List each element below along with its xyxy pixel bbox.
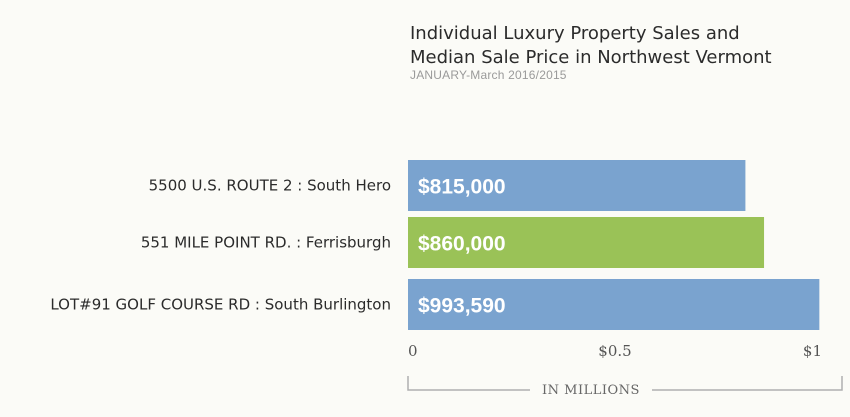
category-label-2: 551 MILE POINT RD. : Ferrisburgh	[141, 234, 391, 252]
chart-title-line-1: Individual Luxury Property Sales and	[410, 23, 740, 44]
x-axis-bracket	[407, 376, 843, 391]
bar-1	[408, 160, 746, 211]
bar-2	[408, 217, 765, 268]
x-axis-label: IN MILLIONS	[542, 383, 640, 398]
x-tick-label-2: $0.5	[598, 342, 631, 360]
x-tick-label-1: 0	[408, 342, 418, 360]
bar-3	[408, 279, 820, 330]
category-label-1: 5500 U.S. ROUTE 2 : South Hero	[149, 177, 391, 195]
value-label-1: $815,000	[418, 176, 506, 199]
x-tick-label-3: $1	[803, 342, 822, 360]
value-label-3: $993,590	[418, 295, 506, 318]
category-label-3: LOT#91 GOLF COURSE RD : South Burlington	[50, 296, 391, 314]
value-label-2: $860,000	[418, 233, 506, 256]
chart-title-line-2: Median Sale Price in Northwest Vermont	[410, 47, 772, 68]
chart-subtitle: JANUARY-March 2016/2015	[410, 68, 567, 82]
chart-title: Individual Luxury Property Sales and Med…	[410, 22, 840, 70]
